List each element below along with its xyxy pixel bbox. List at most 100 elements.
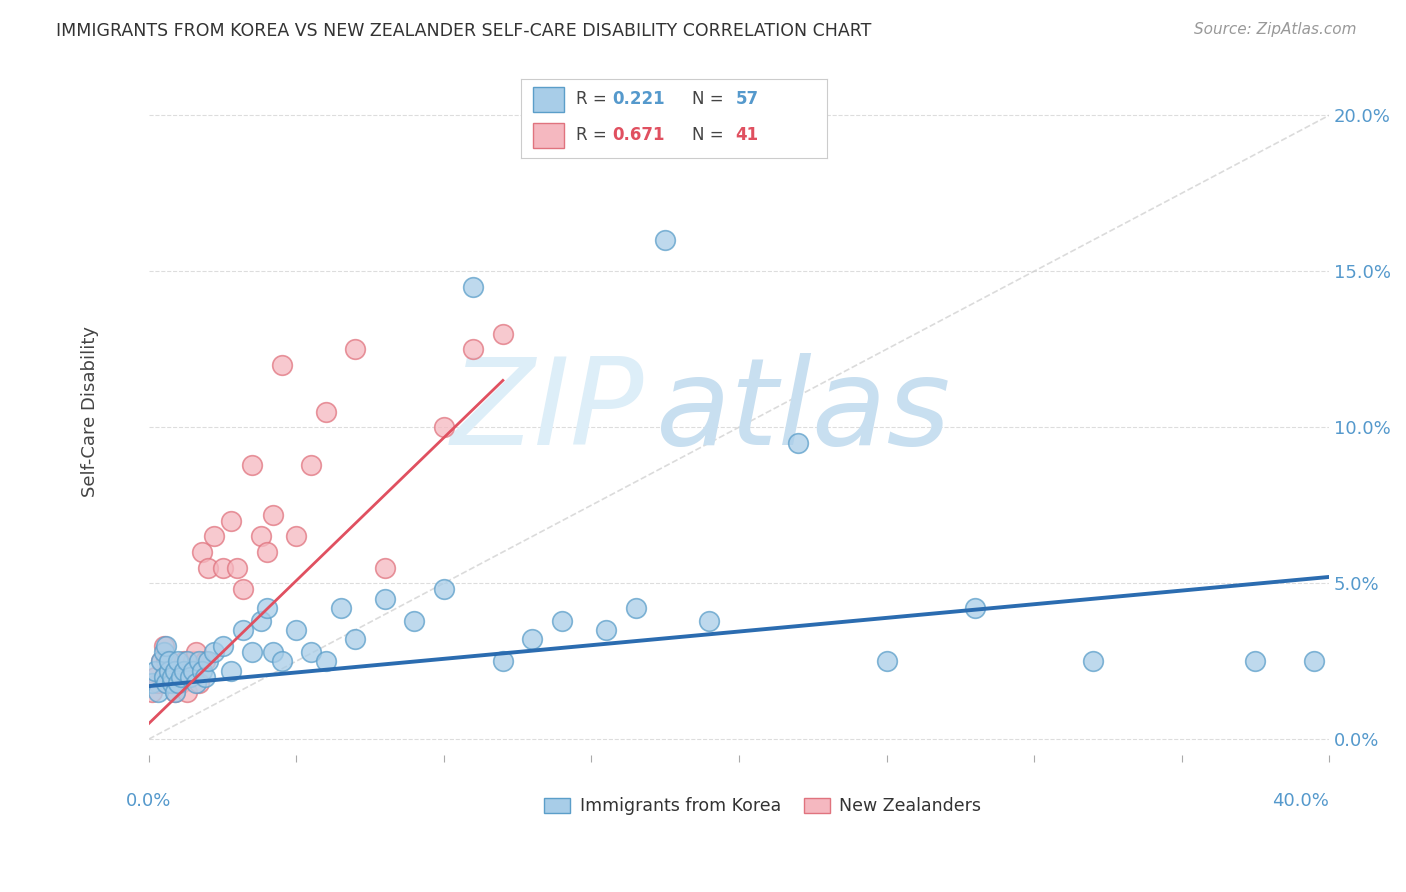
Point xyxy=(654,233,676,247)
Point xyxy=(194,654,217,668)
Point xyxy=(146,676,169,690)
Point xyxy=(270,358,292,372)
Point xyxy=(149,654,172,668)
Text: Immigrants from Korea: Immigrants from Korea xyxy=(579,797,780,814)
Point xyxy=(191,664,214,678)
Point xyxy=(143,664,166,678)
Point xyxy=(155,676,177,690)
Point xyxy=(404,614,426,628)
Point xyxy=(181,664,204,678)
Point xyxy=(522,632,544,647)
Point xyxy=(232,582,254,597)
Point xyxy=(165,685,187,699)
Point xyxy=(162,670,184,684)
Point xyxy=(191,545,214,559)
Point xyxy=(344,632,367,647)
Text: ZIP: ZIP xyxy=(451,353,644,470)
Point xyxy=(197,560,219,574)
Point xyxy=(202,645,225,659)
Text: Source: ZipAtlas.com: Source: ZipAtlas.com xyxy=(1194,22,1357,37)
Point xyxy=(159,664,181,678)
Point xyxy=(194,670,217,684)
Point xyxy=(211,560,233,574)
Text: 40.0%: 40.0% xyxy=(1272,792,1329,810)
Text: 0.0%: 0.0% xyxy=(127,792,172,810)
Point xyxy=(221,514,243,528)
Point xyxy=(463,280,485,294)
Point xyxy=(876,654,898,668)
Point xyxy=(155,639,177,653)
Point xyxy=(624,601,647,615)
Point xyxy=(184,645,207,659)
Point xyxy=(187,654,209,668)
Point xyxy=(176,654,198,668)
Text: IMMIGRANTS FROM KOREA VS NEW ZEALANDER SELF-CARE DISABILITY CORRELATION CHART: IMMIGRANTS FROM KOREA VS NEW ZEALANDER S… xyxy=(56,22,872,40)
Point xyxy=(256,601,278,615)
Point xyxy=(1244,654,1267,668)
Point xyxy=(285,623,308,637)
Point xyxy=(162,670,184,684)
Point xyxy=(143,670,166,684)
Point xyxy=(162,676,184,690)
Point xyxy=(492,654,515,668)
Text: atlas: atlas xyxy=(657,353,952,470)
Point xyxy=(152,645,174,659)
Point xyxy=(699,614,721,628)
Point xyxy=(170,670,193,684)
Point xyxy=(374,591,396,606)
Point xyxy=(167,676,190,690)
Point xyxy=(197,654,219,668)
Point xyxy=(165,685,187,699)
Point xyxy=(179,670,201,684)
Point xyxy=(173,654,195,668)
Bar xyxy=(804,798,830,814)
Point xyxy=(159,654,181,668)
Point xyxy=(329,601,352,615)
Point xyxy=(141,685,163,699)
Point xyxy=(232,623,254,637)
Point xyxy=(159,654,181,668)
Point xyxy=(285,529,308,543)
Point xyxy=(221,664,243,678)
Point xyxy=(149,654,172,668)
Point xyxy=(374,560,396,574)
Point xyxy=(1081,654,1104,668)
Point xyxy=(433,420,456,434)
Point xyxy=(595,623,617,637)
Point xyxy=(433,582,456,597)
Point xyxy=(250,614,273,628)
Point xyxy=(187,676,209,690)
Point xyxy=(155,654,177,668)
Point xyxy=(165,664,187,678)
Point xyxy=(963,601,986,615)
Point xyxy=(167,664,190,678)
Point xyxy=(176,685,198,699)
Point xyxy=(250,529,273,543)
Point xyxy=(211,639,233,653)
Point xyxy=(262,508,284,522)
Point xyxy=(1303,654,1326,668)
Point xyxy=(152,670,174,684)
Point xyxy=(170,676,193,690)
Point xyxy=(173,664,195,678)
Point xyxy=(299,645,322,659)
Point xyxy=(492,326,515,341)
Point xyxy=(344,343,367,357)
Point xyxy=(240,458,263,472)
Point xyxy=(240,645,263,659)
Text: Self-Care Disability: Self-Care Disability xyxy=(80,326,98,497)
Point xyxy=(152,670,174,684)
Point xyxy=(155,676,177,690)
Point xyxy=(141,676,163,690)
Point xyxy=(159,664,181,678)
Point xyxy=(787,435,810,450)
Point xyxy=(181,654,204,668)
Point xyxy=(184,676,207,690)
Point xyxy=(167,654,190,668)
Point xyxy=(179,664,201,678)
Point xyxy=(315,654,337,668)
Point xyxy=(152,639,174,653)
Point xyxy=(146,685,169,699)
Text: New Zealanders: New Zealanders xyxy=(839,797,981,814)
Point xyxy=(315,404,337,418)
